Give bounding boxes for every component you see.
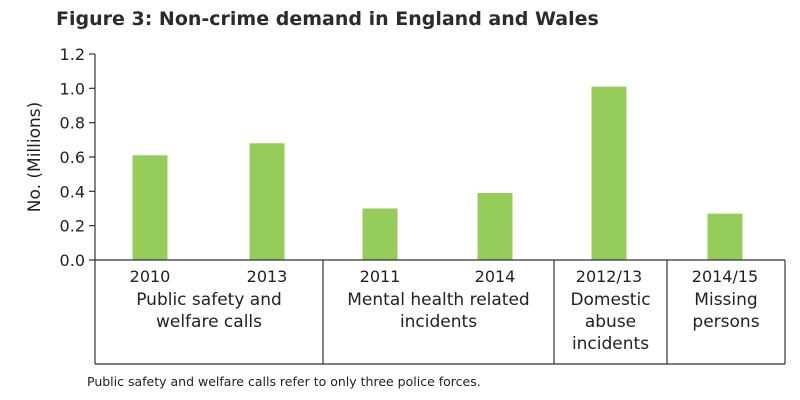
x-tick-label: 2011 bbox=[360, 267, 401, 286]
y-axis-label: No. (Millions) bbox=[25, 102, 45, 212]
bar-chart: 0.0 0.2 0.4 0.6 0.8 1.0 1.2 No. (Millions) 2010 2… bbox=[25, 45, 786, 365]
group-label: welfare calls bbox=[156, 312, 262, 332]
chart-title: Figure 3: Non-crime demand in England an… bbox=[56, 8, 599, 30]
bar-2012-13 bbox=[591, 86, 627, 260]
y-tick-label: 0.2 bbox=[60, 217, 85, 236]
group-label: Mental health related bbox=[347, 290, 529, 310]
group-label: incidents bbox=[572, 334, 649, 354]
x-tick-label: 2014 bbox=[475, 267, 516, 286]
y-tick-label: 1.0 bbox=[60, 79, 85, 98]
footnote: Public safety and welfare calls refer to… bbox=[87, 374, 481, 389]
x-tick-label: 2013 bbox=[247, 267, 288, 286]
group-label: Missing bbox=[694, 290, 757, 310]
x-tick-label: 2014/15 bbox=[692, 267, 758, 286]
y-tick-label: 0.8 bbox=[60, 114, 85, 133]
bar-2011 bbox=[362, 208, 398, 260]
bar-2014-15 bbox=[707, 213, 743, 260]
group-label: abuse bbox=[585, 312, 636, 332]
group-label: Public safety and bbox=[136, 290, 282, 310]
bar-2013 bbox=[249, 143, 285, 260]
group-label: incidents bbox=[400, 312, 477, 332]
group-label: persons bbox=[692, 312, 759, 332]
y-tick-label: 0.0 bbox=[60, 251, 85, 270]
bar-2010 bbox=[132, 155, 168, 260]
y-tick-label: 1.2 bbox=[60, 45, 85, 64]
bar-2014 bbox=[477, 193, 513, 260]
group-label: Domestic bbox=[570, 290, 650, 310]
x-tick-label: 2012/13 bbox=[576, 267, 642, 286]
x-tick-label: 2010 bbox=[130, 267, 171, 286]
y-tick-label: 0.6 bbox=[60, 148, 85, 167]
y-tick-label: 0.4 bbox=[60, 182, 85, 201]
